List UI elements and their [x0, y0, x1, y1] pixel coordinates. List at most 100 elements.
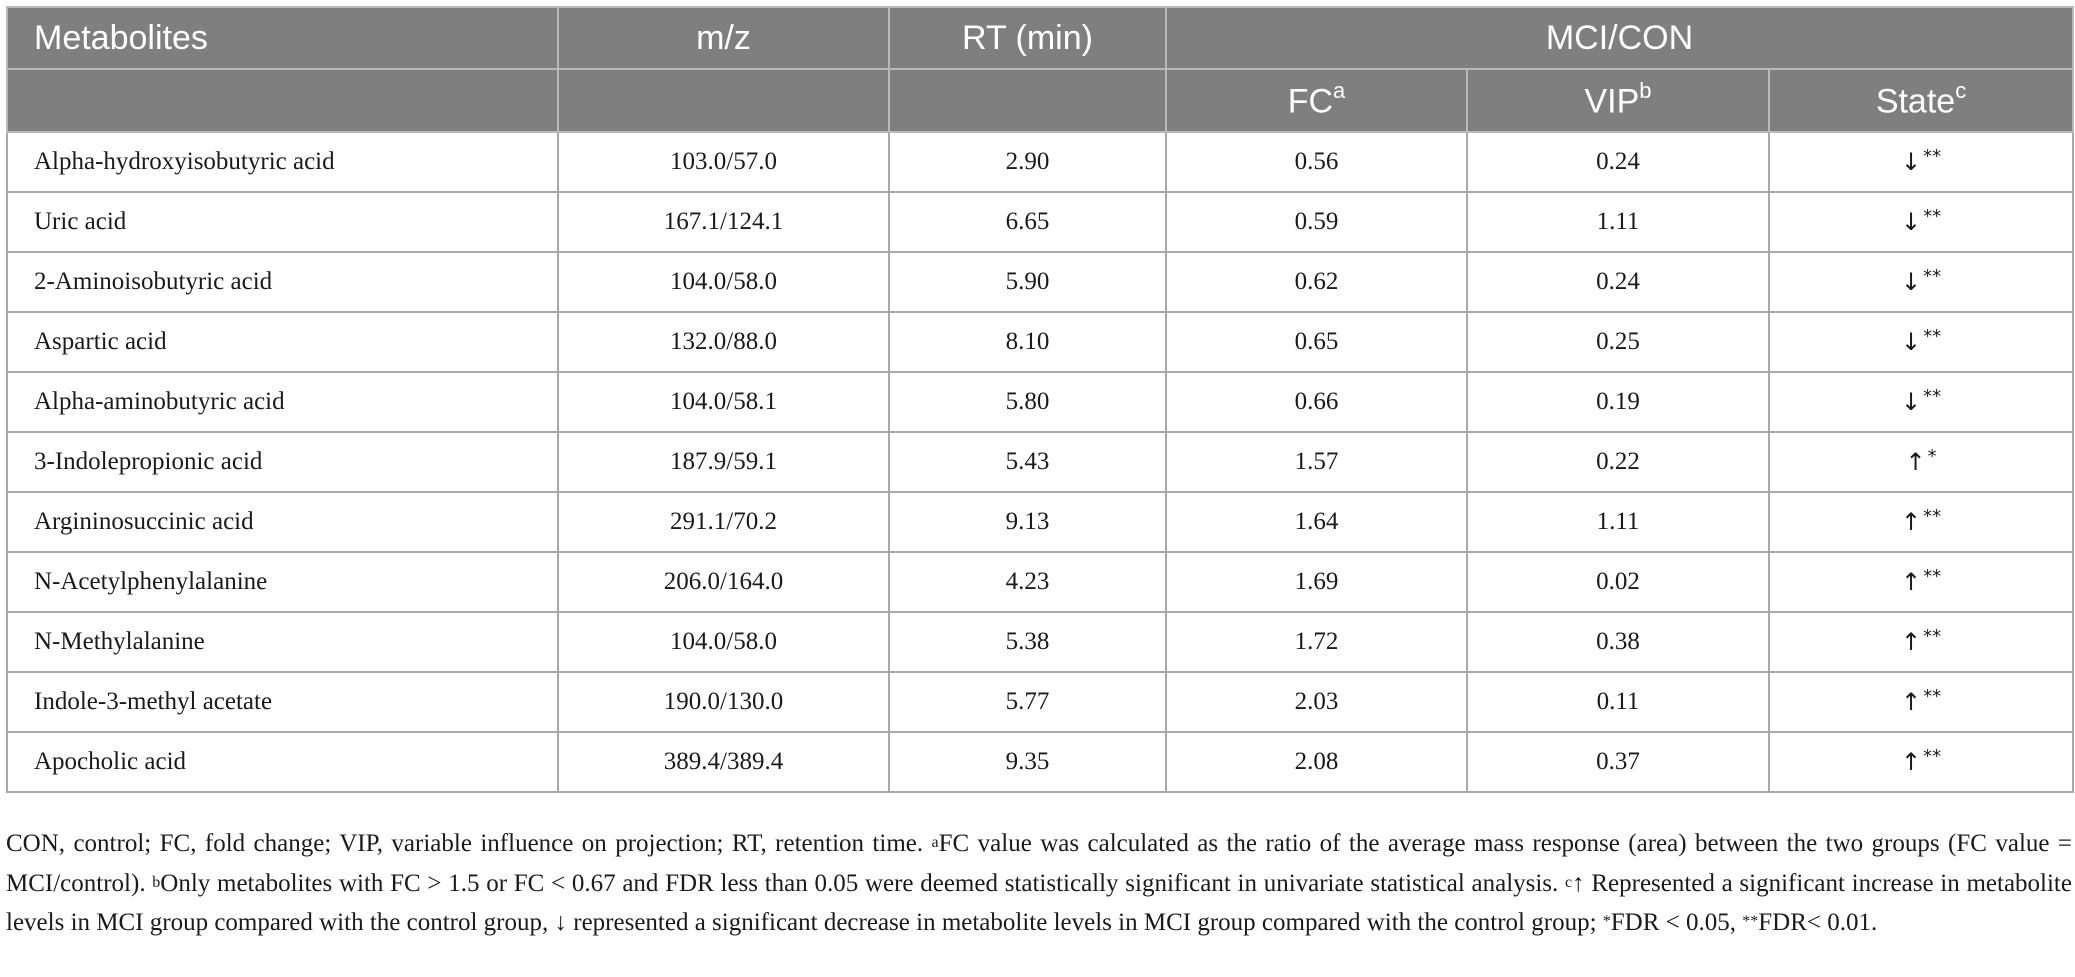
- cell-rt: 9.13: [888, 491, 1167, 553]
- cell-vip: 0.25: [1466, 311, 1770, 373]
- cell-state: ↓ **: [1767, 191, 2075, 253]
- cell-fc: 1.72: [1165, 611, 1468, 673]
- header-metabolites: Metabolites: [6, 6, 559, 70]
- cell-state: ↑ *: [1767, 431, 2075, 493]
- cell-vip: 0.19: [1466, 371, 1770, 433]
- cell-metabolite-name: Alpha-hydroxyisobutyric acid: [6, 131, 559, 193]
- cell-vip: 0.24: [1466, 131, 1770, 193]
- table-row: Alpha-hydroxyisobutyric acid 103.0/57.0 2.…: [6, 131, 2075, 193]
- header-fc-sup: a: [1333, 77, 1346, 103]
- table-row: 2-Aminoisobutyric acid 104.0/58.0 5.90 0.62…: [6, 251, 2075, 313]
- cell-fc: 0.65: [1165, 311, 1468, 373]
- cell-state: ↓ **: [1767, 131, 2075, 193]
- cell-fc: 2.08: [1165, 731, 1468, 793]
- table-row: Apocholic acid 389.4/389.4 9.35 2.08 0.37 ↑ **: [6, 731, 2075, 793]
- arrow-up-icon: ↑: [1900, 568, 1922, 596]
- table-row: Argininosuccinic acid 291.1/70.2 9.13 1.64 1…: [6, 491, 2075, 553]
- arrow-up-icon: ↑: [1900, 688, 1922, 716]
- table-row: N-Methylalanine 104.0/58.0 5.38 1.72 0.38 ↑ **: [6, 611, 2075, 673]
- cell-metabolite-name: Apocholic acid: [6, 731, 559, 793]
- table-row: Indole-3-methyl acetate 190.0/130.0 5.77 2.…: [6, 671, 2075, 733]
- table-row: 3-Indolepropionic acid 187.9/59.1 5.43 1.57…: [6, 431, 2075, 493]
- cell-mz: 132.0/88.0: [557, 311, 890, 373]
- cell-mz: 103.0/57.0: [557, 131, 890, 193]
- cell-vip: 0.02: [1466, 551, 1770, 613]
- footnote-mark-c: c: [1565, 873, 1573, 891]
- cell-mz: 104.0/58.0: [557, 611, 890, 673]
- cell-metabolite-name: 2-Aminoisobutyric acid: [6, 251, 559, 313]
- metabolites-table-container: Metabolites m/z RT (min) MCI/CON FCa VIP…: [6, 6, 2075, 793]
- cell-metabolite-name: 3-Indolepropionic acid: [6, 431, 559, 493]
- cell-fc: 0.59: [1165, 191, 1468, 253]
- header-blank-1: [6, 68, 559, 133]
- footnote-mark-double-star: **: [1742, 913, 1759, 930]
- cell-mz: 291.1/70.2: [557, 491, 890, 553]
- header-row-1: Metabolites m/z RT (min) MCI/CON: [6, 6, 2075, 70]
- cell-metabolite-name: Indole-3-methyl acetate: [6, 671, 559, 733]
- header-state-label: State: [1875, 82, 1956, 121]
- cell-vip: 0.11: [1466, 671, 1770, 733]
- cell-metabolite-name: N-Methylalanine: [6, 611, 559, 673]
- cell-state: ↑ **: [1767, 731, 2075, 793]
- cell-metabolite-name: N-Acetylphenylalanine: [6, 551, 559, 613]
- header-state: Statec: [1767, 68, 2075, 133]
- cell-state: ↑ **: [1767, 671, 2075, 733]
- cell-metabolite-name: Alpha-aminobutyric acid: [6, 371, 559, 433]
- significance-stars: **: [1923, 146, 1942, 167]
- cell-mz: 187.9/59.1: [557, 431, 890, 493]
- footnote-star-text: FDR < 0.05,: [1610, 909, 1743, 936]
- header-fc-label: FC: [1287, 82, 1334, 121]
- header-vip: VIPb: [1466, 68, 1770, 133]
- cell-vip: 0.37: [1466, 731, 1770, 793]
- cell-state: ↓ **: [1767, 311, 2075, 373]
- cell-fc: 1.69: [1165, 551, 1468, 613]
- cell-mz: 167.1/124.1: [557, 191, 890, 253]
- table-row: Uric acid 167.1/124.1 6.65 0.59 1.11 ↓ **: [6, 191, 2075, 253]
- cell-metabolite-name: Aspartic acid: [6, 311, 559, 373]
- cell-mz: 104.0/58.1: [557, 371, 890, 433]
- significance-stars: **: [1923, 266, 1942, 287]
- footnote-double-star-text: FDR< 0.01.: [1758, 909, 1878, 936]
- table-row: N-Acetylphenylalanine 206.0/164.0 4.23 1.69…: [6, 551, 2075, 613]
- cell-rt: 2.90: [888, 131, 1167, 193]
- cell-vip: 1.11: [1466, 191, 1770, 253]
- arrow-up-icon: ↑: [1900, 628, 1922, 656]
- cell-vip: 0.22: [1466, 431, 1770, 493]
- cell-metabolite-name: Argininosuccinic acid: [6, 491, 559, 553]
- table-body: Alpha-hydroxyisobutyric acid 103.0/57.0 2.…: [6, 131, 2075, 793]
- cell-mz: 389.4/389.4: [557, 731, 890, 793]
- significance-stars: **: [1923, 566, 1942, 587]
- footnote-c-text: ↑ Represented a significant increase in …: [6, 869, 2072, 937]
- cell-mz: 206.0/164.0: [557, 551, 890, 613]
- cell-mz: 190.0/130.0: [557, 671, 890, 733]
- cell-fc: 1.57: [1165, 431, 1468, 493]
- header-blank-3: [888, 68, 1167, 133]
- cell-state: ↑ **: [1767, 611, 2075, 673]
- significance-stars: **: [1923, 386, 1942, 407]
- cell-rt: 5.38: [888, 611, 1167, 673]
- arrow-down-icon: ↓: [1900, 388, 1922, 416]
- footnote-b-text: Only metabolites with FC > 1.5 or FC < 0…: [160, 869, 1566, 897]
- footnote-mark-star: *: [1602, 913, 1611, 930]
- header-group: MCI/CON: [1164, 6, 2075, 70]
- header-row-2: FCa VIPb Statec: [6, 68, 2075, 133]
- header-vip-label: VIP: [1584, 82, 1640, 121]
- arrow-up-icon: ↑: [1900, 748, 1922, 776]
- cell-state: ↑ **: [1767, 491, 2075, 553]
- cell-rt: 6.65: [888, 191, 1167, 253]
- table-row: Alpha-aminobutyric acid 104.0/58.1 5.80 0.6…: [6, 371, 2075, 433]
- significance-stars: **: [1923, 746, 1942, 767]
- cell-fc: 2.03: [1165, 671, 1468, 733]
- arrow-down-icon: ↓: [1900, 148, 1922, 176]
- cell-rt: 5.43: [888, 431, 1167, 493]
- arrow-up-icon: ↑: [1900, 508, 1922, 536]
- significance-stars: **: [1923, 626, 1942, 647]
- cell-metabolite-name: Uric acid: [6, 191, 559, 253]
- cell-vip: 0.38: [1466, 611, 1770, 673]
- header-fc: FCa: [1165, 68, 1468, 133]
- header-vip-sup: b: [1639, 77, 1652, 103]
- cell-vip: 0.24: [1466, 251, 1770, 313]
- cell-rt: 4.23: [888, 551, 1167, 613]
- cell-fc: 1.64: [1165, 491, 1468, 553]
- header-state-sup: c: [1955, 77, 1967, 103]
